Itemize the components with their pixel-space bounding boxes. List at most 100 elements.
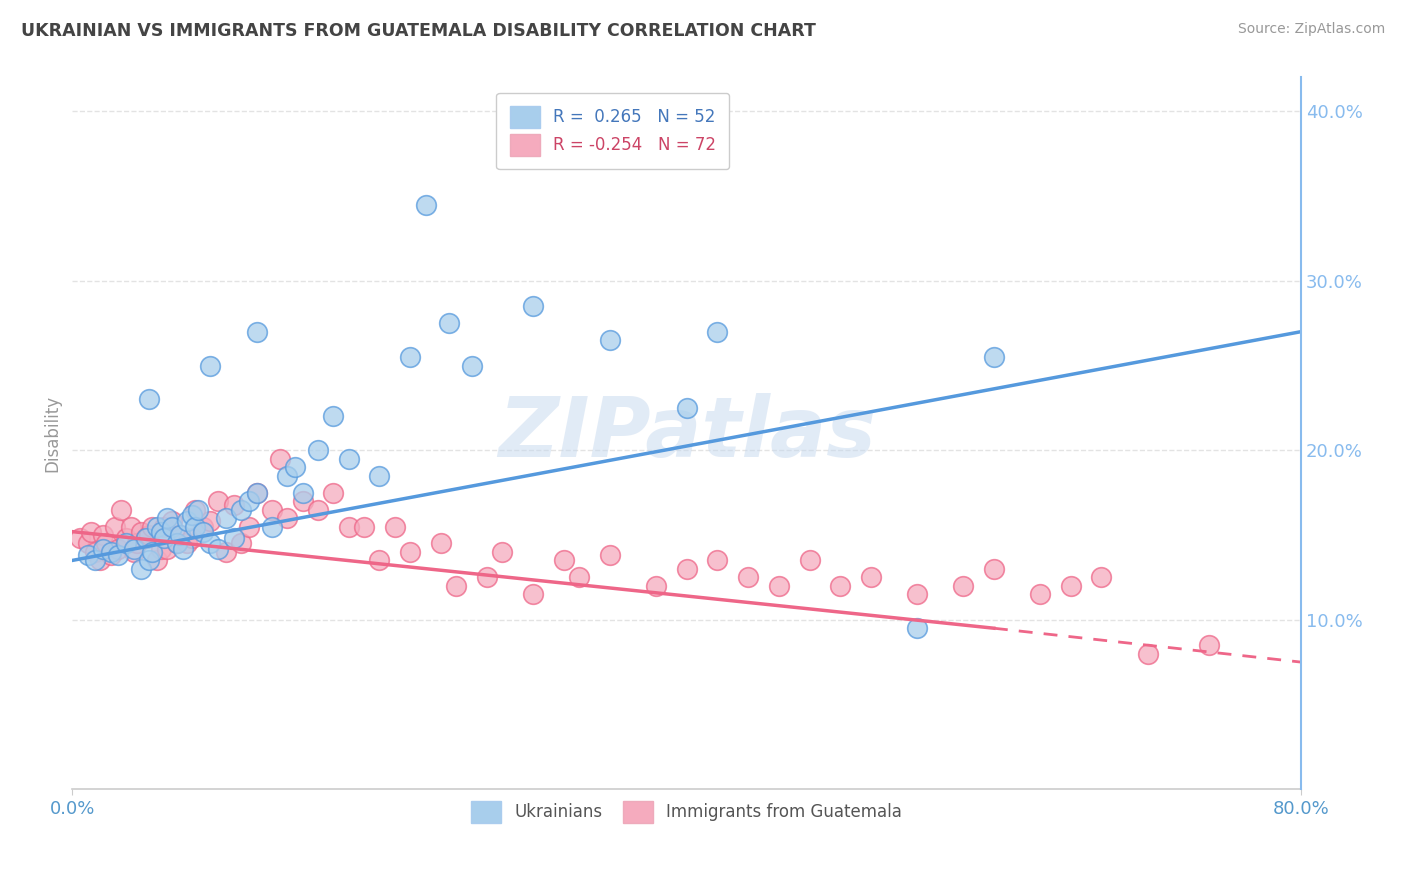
Point	[172, 541, 194, 556]
Point	[115, 532, 138, 546]
Point	[231, 502, 253, 516]
Point	[269, 451, 291, 466]
Point	[460, 359, 482, 373]
Point	[599, 549, 621, 563]
Point	[245, 485, 267, 500]
Point	[430, 536, 453, 550]
Point	[191, 519, 214, 533]
Point	[153, 519, 176, 533]
Point	[284, 460, 307, 475]
Point	[89, 553, 111, 567]
Point	[238, 494, 260, 508]
Point	[181, 508, 204, 522]
Point	[446, 579, 468, 593]
Point	[166, 536, 188, 550]
Point	[76, 536, 98, 550]
Point	[200, 536, 222, 550]
Point	[187, 502, 209, 516]
Point	[222, 498, 245, 512]
Point	[860, 570, 883, 584]
Point	[200, 515, 222, 529]
Point	[107, 549, 129, 563]
Point	[307, 502, 329, 516]
Point	[141, 519, 163, 533]
Point	[145, 553, 167, 567]
Point	[1029, 587, 1052, 601]
Point	[150, 524, 173, 539]
Point	[983, 350, 1005, 364]
Point	[176, 536, 198, 550]
Point	[245, 485, 267, 500]
Point	[91, 528, 114, 542]
Point	[276, 468, 298, 483]
Point	[166, 536, 188, 550]
Point	[135, 532, 157, 546]
Point	[145, 519, 167, 533]
Point	[91, 541, 114, 556]
Point	[337, 451, 360, 466]
Point	[107, 541, 129, 556]
Point	[184, 502, 207, 516]
Text: ZIPatlas: ZIPatlas	[498, 392, 876, 474]
Point	[110, 502, 132, 516]
Point	[276, 511, 298, 525]
Point	[706, 325, 728, 339]
Point	[156, 541, 179, 556]
Point	[830, 579, 852, 593]
Point	[238, 519, 260, 533]
Point	[138, 392, 160, 407]
Point	[905, 621, 928, 635]
Point	[437, 316, 460, 330]
Point	[368, 553, 391, 567]
Point	[645, 579, 668, 593]
Point	[905, 587, 928, 601]
Point	[1198, 638, 1220, 652]
Point	[675, 401, 697, 415]
Point	[553, 553, 575, 567]
Point	[100, 549, 122, 563]
Point	[104, 519, 127, 533]
Point	[84, 553, 107, 567]
Point	[131, 524, 153, 539]
Text: UKRAINIAN VS IMMIGRANTS FROM GUATEMALA DISABILITY CORRELATION CHART: UKRAINIAN VS IMMIGRANTS FROM GUATEMALA D…	[21, 22, 815, 40]
Legend: Ukrainians, Immigrants from Guatemala: Ukrainians, Immigrants from Guatemala	[460, 789, 914, 834]
Point	[599, 333, 621, 347]
Point	[138, 528, 160, 542]
Point	[76, 549, 98, 563]
Point	[156, 511, 179, 525]
Point	[952, 579, 974, 593]
Point	[138, 553, 160, 567]
Point	[69, 532, 91, 546]
Point	[260, 519, 283, 533]
Point	[768, 579, 790, 593]
Point	[291, 494, 314, 508]
Point	[322, 409, 344, 424]
Point	[522, 299, 544, 313]
Point	[141, 545, 163, 559]
Y-axis label: Disability: Disability	[44, 395, 60, 472]
Point	[706, 553, 728, 567]
Point	[79, 524, 101, 539]
Point	[231, 536, 253, 550]
Point	[260, 502, 283, 516]
Point	[160, 519, 183, 533]
Point	[120, 519, 142, 533]
Point	[84, 545, 107, 559]
Point	[384, 519, 406, 533]
Point	[475, 570, 498, 584]
Point	[1090, 570, 1112, 584]
Point	[94, 536, 117, 550]
Point	[1136, 647, 1159, 661]
Point	[222, 532, 245, 546]
Point	[160, 515, 183, 529]
Point	[675, 562, 697, 576]
Point	[799, 553, 821, 567]
Point	[215, 545, 238, 559]
Point	[100, 545, 122, 559]
Point	[491, 545, 513, 559]
Point	[169, 528, 191, 542]
Point	[353, 519, 375, 533]
Point	[169, 528, 191, 542]
Point	[322, 485, 344, 500]
Point	[1060, 579, 1083, 593]
